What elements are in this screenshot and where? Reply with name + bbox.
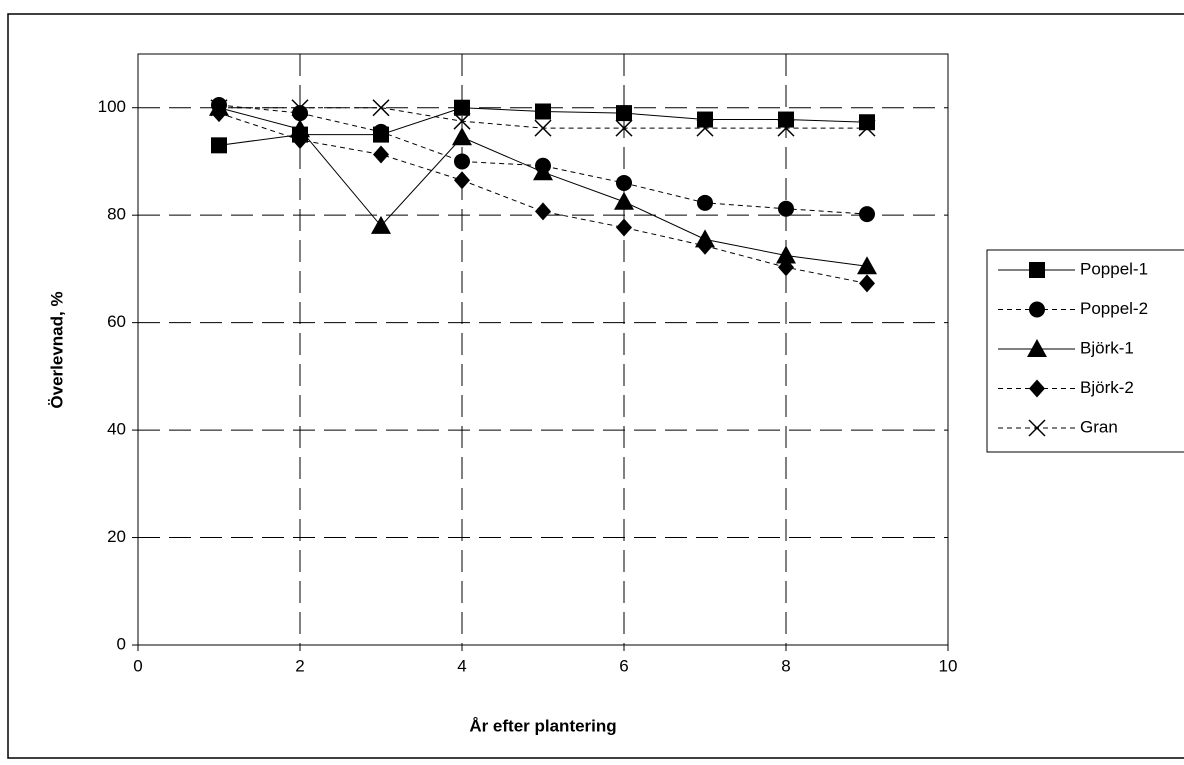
legend-marker [1027,339,1047,357]
marker [857,256,877,275]
legend-label: Gran [1080,417,1118,436]
marker [535,202,551,221]
series-line [218,104,868,215]
legend-marker [1029,262,1045,278]
x-tick-label: 0 [133,656,142,675]
marker [859,206,875,223]
plot-area [137,53,949,646]
marker [778,200,794,217]
marker [535,103,551,120]
legend-marker [1029,301,1045,318]
series-line [218,112,868,284]
marker [211,137,227,154]
y-axis-label: Överlevnad, % [47,291,66,408]
legend-label: Björk-2 [1080,378,1134,397]
y-tick-label: 60 [107,312,126,331]
marker [453,112,471,130]
marker [211,104,227,123]
y-tick-label: 100 [98,97,126,116]
marker [615,119,633,137]
x-tick-label: 8 [781,656,790,675]
marker [859,274,875,293]
marker [697,111,713,128]
marker [778,111,794,128]
legend-box [986,249,1184,453]
y-tick-label: 80 [107,205,126,224]
marker [778,258,794,277]
x-tick-label: 2 [295,656,304,675]
marker [859,114,875,131]
marker [373,123,389,140]
marker [454,153,470,170]
marker [858,119,876,137]
marker [292,105,308,122]
marker [454,99,470,116]
marker [696,119,714,137]
y-tick-label: 0 [117,634,126,653]
legend-label: Poppel-1 [1080,259,1148,278]
x-tick-label: 4 [457,656,466,675]
marker [776,245,796,264]
x-tick-label: 6 [619,656,628,675]
marker [616,218,632,237]
y-tick-label: 40 [107,420,126,439]
marker [697,236,713,255]
marker [372,99,390,117]
x-axis-label: År efter plantering [469,716,616,735]
marker [292,130,308,149]
marker [290,119,310,138]
marker [697,194,713,211]
marker [614,191,634,210]
marker [616,174,632,191]
marker [373,145,389,164]
legend-label: Björk-1 [1080,338,1134,357]
marker [291,99,309,117]
marker [210,99,228,117]
x-tick-label: 10 [939,656,958,675]
marker [454,171,470,190]
marker [533,162,553,181]
marker [371,215,391,234]
marker [616,105,632,122]
y-tick-label: 20 [107,527,126,546]
legend-marker [1029,379,1045,398]
marker [777,119,795,137]
marker [534,119,552,137]
legend-marker [1028,419,1046,437]
legend-label: Poppel-2 [1080,299,1148,318]
marker [452,127,472,146]
